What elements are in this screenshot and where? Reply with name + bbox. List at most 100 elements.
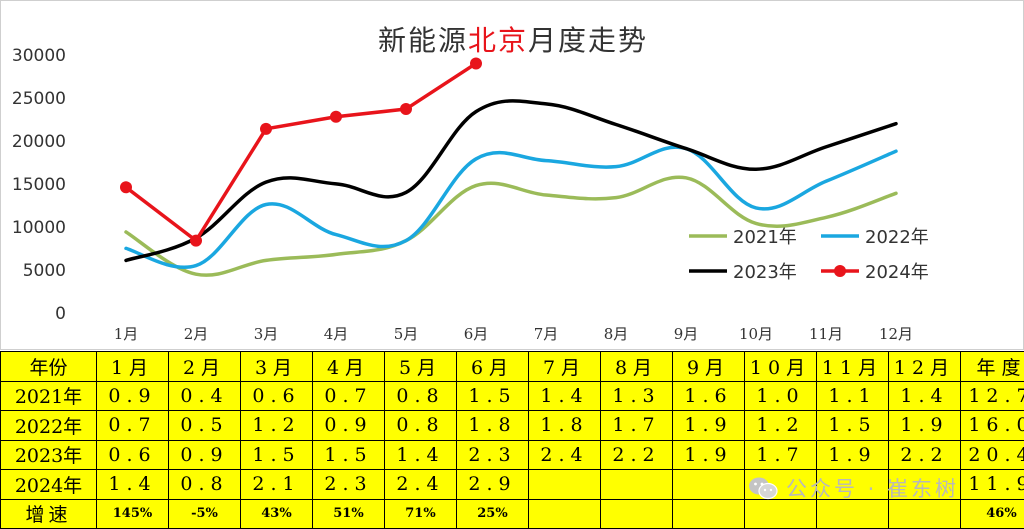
- table-cell: 1.9: [672, 439, 745, 470]
- table-cell: 1.4: [384, 439, 457, 470]
- data-point: [260, 122, 272, 135]
- table-cell: 2.1: [240, 469, 313, 500]
- title-highlight: 北京: [467, 24, 528, 57]
- x-tick-label: 1月: [114, 325, 139, 343]
- table-cell: 2.4: [528, 439, 601, 470]
- title-prefix: 新能源: [377, 24, 468, 57]
- table-cell: 0.5: [168, 410, 241, 441]
- data-table: 年份 1月 2月 3月 4月 5月 6月 7月 8月 9月 10月 11月 12月 年度 2021年 0.9 0…: [0, 351, 1024, 529]
- table-cell: 12.7: [960, 380, 1024, 411]
- x-tick-label: 4月: [324, 325, 349, 343]
- x-tick-label: 11月: [809, 325, 843, 343]
- x-tick-label: 8月: [604, 325, 629, 343]
- table-cell: 1.5: [816, 410, 889, 441]
- table-cell: 1.9: [888, 410, 961, 441]
- y-tick-label: 15000: [12, 175, 66, 195]
- table-cell: [816, 498, 889, 529]
- table-cell: 1.0: [744, 380, 817, 411]
- table-cell: 1.5: [240, 439, 313, 470]
- table-cell: 0.7: [96, 410, 169, 441]
- y-tick-label: 20000: [12, 132, 66, 152]
- data-point: [120, 181, 132, 194]
- table-cell: [672, 498, 745, 529]
- table-cell: 2.3: [312, 469, 385, 500]
- table-cell: 51%: [312, 498, 385, 529]
- x-tick-label: 12月: [879, 325, 913, 343]
- y-tick-label: 25000: [12, 89, 66, 109]
- x-tick-label: 2月: [184, 325, 209, 343]
- table-cell: 1.1: [816, 380, 889, 411]
- series-line-2022年: [124, 145, 898, 269]
- table-cell: [672, 469, 745, 500]
- legend-label: 2022年: [865, 227, 929, 248]
- row-header-cell: 增速: [0, 498, 97, 529]
- table-cell: 2.9: [456, 469, 529, 500]
- table-cell: [888, 498, 961, 529]
- y-tick-label: 5000: [23, 261, 66, 281]
- chart-area: 0 5000 10000 15000 20000 25000 30000 1月 2月 3月 4月 5月…: [0, 0, 1024, 350]
- y-tick-label: 30000: [12, 46, 66, 66]
- x-tick-label: 6月: [464, 325, 489, 343]
- table-cell: 0.8: [168, 469, 241, 500]
- table-cell: 145%: [96, 498, 169, 529]
- table-cell: 1.8: [456, 410, 529, 441]
- table-row: 2021年 0.9 0.4 0.6 0.7 0.8 1.5 1.4 1.3 1.6 1.0 1.1 1.…: [0, 380, 1024, 411]
- table-cell: 3月: [240, 351, 313, 382]
- table-cell: 1.2: [744, 410, 817, 441]
- table-cell: 16.0: [960, 410, 1024, 441]
- table-cell: 1.5: [456, 380, 529, 411]
- table-row: 2022年 0.7 0.5 1.2 0.9 0.8 1.8 1.8 1.7 1.9 1.2 1.5 1.…: [0, 410, 1024, 441]
- table-cell: [600, 498, 673, 529]
- table-cell: 年度: [960, 351, 1024, 382]
- table-cell: 8月: [600, 351, 673, 382]
- series-line-2021年: [124, 175, 898, 277]
- table-cell: 0.9: [168, 439, 241, 470]
- table-cell: 11.9: [960, 469, 1024, 500]
- row-header-cell: 2023年: [0, 439, 97, 470]
- table-cell: 0.8: [384, 380, 457, 411]
- chart-title: 新能源北京月度走势: [1, 19, 1024, 59]
- table-cell: 9月: [672, 351, 745, 382]
- data-point: [330, 110, 342, 123]
- table-cell: 20.4: [960, 439, 1024, 470]
- series-line-2024年: [124, 61, 477, 243]
- table-cell: 0.6: [240, 380, 313, 411]
- table-cell: 1.9: [816, 439, 889, 470]
- title-suffix: 月度走势: [528, 24, 649, 57]
- table-cell: [528, 498, 601, 529]
- table-cell: 1.7: [600, 410, 673, 441]
- table-cell: 0.9: [312, 410, 385, 441]
- legend-label: 2021年: [733, 227, 797, 248]
- table-cell: -5%: [168, 498, 241, 529]
- x-tick-label: 3月: [254, 325, 279, 343]
- table-cell: 5月: [384, 351, 457, 382]
- table-cell: 2.2: [600, 439, 673, 470]
- x-tick-label: 7月: [534, 325, 559, 343]
- table-cell: 7月: [528, 351, 601, 382]
- row-header-cell: 2021年: [0, 380, 97, 411]
- table-cell: 2.3: [456, 439, 529, 470]
- row-header-cell: 年份: [0, 351, 97, 382]
- table-cell: 0.9: [96, 380, 169, 411]
- y-tick-label: 0: [55, 304, 66, 324]
- legend-label: 2024年: [865, 262, 929, 283]
- table-cell: 1.5: [312, 439, 385, 470]
- table-cell: 0.8: [384, 410, 457, 441]
- table-cell: 43%: [240, 498, 313, 529]
- table-cell: 1.2: [240, 410, 313, 441]
- growth-row: 增速 145% -5% 43% 51% 71% 25% 46%: [0, 498, 1024, 529]
- data-point: [470, 57, 482, 70]
- table-cell: 1.7: [744, 439, 817, 470]
- table-cell: 11月: [816, 351, 889, 382]
- table-cell: [600, 469, 673, 500]
- legend-marker: [834, 265, 846, 277]
- x-tick-label: 5月: [394, 325, 419, 343]
- table-cell: 2.4: [384, 469, 457, 500]
- row-header-cell: 2022年: [0, 410, 97, 441]
- table-cell: 1.4: [96, 469, 169, 500]
- table-row: 2023年 0.6 0.9 1.5 1.5 1.4 2.3 2.4 2.2 1.9 1.7 1.9 2.…: [0, 439, 1024, 470]
- table-cell: 71%: [384, 498, 457, 529]
- table-cell: 0.7: [312, 380, 385, 411]
- table-cell: 2月: [168, 351, 241, 382]
